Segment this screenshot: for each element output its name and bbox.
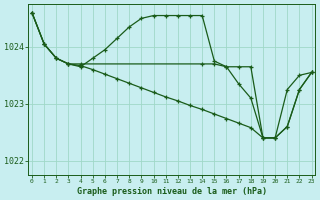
- X-axis label: Graphe pression niveau de la mer (hPa): Graphe pression niveau de la mer (hPa): [77, 187, 267, 196]
